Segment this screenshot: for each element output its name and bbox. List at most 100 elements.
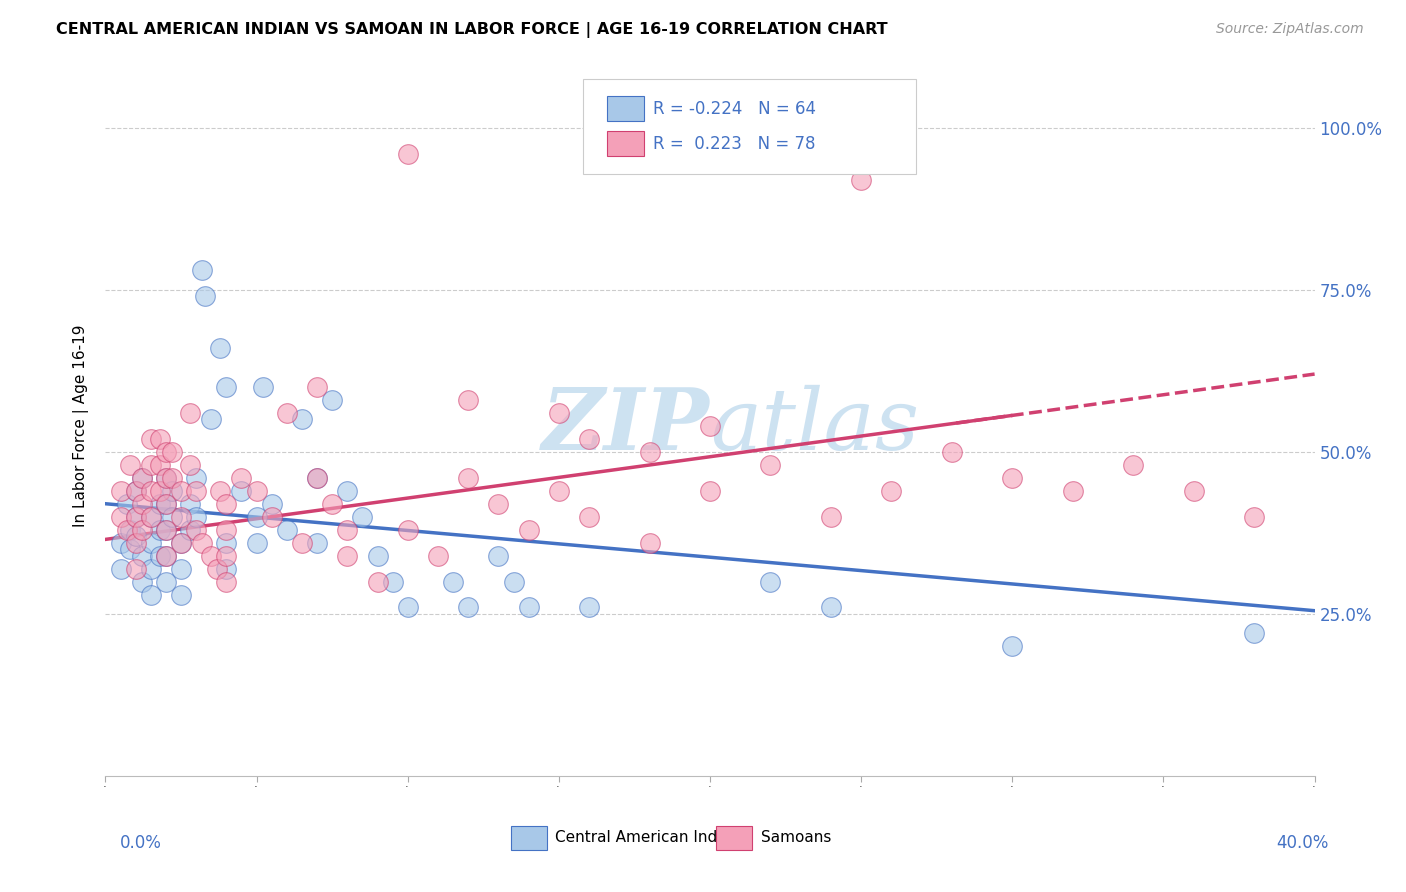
Point — [215, 574, 238, 589]
Point — [215, 497, 238, 511]
Point — [321, 497, 343, 511]
Point — [160, 471, 183, 485]
Point — [110, 535, 132, 549]
Point — [352, 509, 374, 524]
Point — [124, 529, 148, 543]
Point — [149, 432, 172, 446]
Point — [179, 406, 201, 420]
Point — [548, 483, 571, 498]
Text: 40.0%: 40.0% — [1277, 834, 1329, 852]
Point — [160, 483, 183, 498]
Point — [170, 509, 193, 524]
Point — [336, 483, 359, 498]
Point — [124, 483, 148, 498]
Text: CENTRAL AMERICAN INDIAN VS SAMOAN IN LABOR FORCE | AGE 16-19 CORRELATION CHART: CENTRAL AMERICAN INDIAN VS SAMOAN IN LAB… — [56, 22, 887, 38]
Point — [139, 509, 162, 524]
Point — [215, 561, 238, 575]
Point — [149, 497, 172, 511]
Text: 0.0%: 0.0% — [120, 834, 162, 852]
Point — [1122, 458, 1144, 472]
Point — [276, 406, 298, 420]
Point — [336, 523, 359, 537]
Point — [307, 471, 329, 485]
Point — [155, 471, 177, 485]
Point — [149, 549, 172, 563]
Point — [186, 523, 208, 537]
Point — [170, 561, 193, 575]
Point — [1062, 483, 1084, 498]
Point — [115, 497, 138, 511]
Point — [291, 535, 314, 549]
Point — [155, 574, 177, 589]
Point — [131, 471, 153, 485]
Point — [179, 497, 201, 511]
Point — [638, 445, 661, 459]
Point — [396, 523, 419, 537]
Point — [246, 509, 269, 524]
Text: atlas: atlas — [710, 384, 920, 467]
Point — [194, 289, 217, 303]
Point — [517, 523, 540, 537]
Point — [336, 549, 359, 563]
Point — [457, 471, 479, 485]
Point — [759, 458, 782, 472]
Point — [139, 509, 162, 524]
Point — [115, 523, 138, 537]
Point — [307, 380, 329, 394]
Point — [170, 535, 193, 549]
Point — [638, 535, 661, 549]
Point — [124, 483, 148, 498]
Point — [155, 471, 177, 485]
Point — [118, 458, 141, 472]
Point — [110, 561, 132, 575]
Point — [321, 392, 343, 407]
Point — [578, 509, 600, 524]
Point — [191, 263, 214, 277]
Point — [457, 600, 479, 615]
FancyBboxPatch shape — [607, 131, 644, 156]
Point — [155, 497, 177, 511]
Point — [155, 523, 177, 537]
Text: Source: ZipAtlas.com: Source: ZipAtlas.com — [1216, 22, 1364, 37]
Point — [200, 549, 222, 563]
Point — [215, 380, 238, 394]
Point — [231, 471, 253, 485]
Point — [291, 412, 314, 426]
Point — [139, 535, 162, 549]
Point — [207, 561, 229, 575]
Point — [849, 172, 872, 186]
Point — [131, 574, 153, 589]
Point — [396, 600, 419, 615]
Point — [1001, 471, 1024, 485]
Point — [131, 471, 153, 485]
Point — [880, 483, 903, 498]
Point — [427, 549, 450, 563]
Point — [186, 509, 208, 524]
Point — [366, 574, 388, 589]
Point — [131, 549, 153, 563]
Point — [820, 509, 842, 524]
Point — [941, 445, 963, 459]
Point — [209, 341, 232, 355]
Point — [1182, 483, 1205, 498]
Text: ZIP: ZIP — [543, 384, 710, 467]
FancyBboxPatch shape — [716, 826, 752, 849]
Point — [578, 432, 600, 446]
Point — [231, 483, 253, 498]
Point — [170, 535, 193, 549]
Point — [699, 418, 721, 433]
Point — [149, 483, 172, 498]
Point — [396, 146, 419, 161]
Point — [124, 509, 148, 524]
Point — [260, 497, 283, 511]
Point — [160, 509, 183, 524]
Point — [548, 406, 571, 420]
Text: R =  0.223   N = 78: R = 0.223 N = 78 — [654, 135, 815, 153]
Point — [488, 549, 510, 563]
Point — [215, 549, 238, 563]
Point — [1243, 509, 1265, 524]
Point — [155, 497, 177, 511]
Point — [381, 574, 404, 589]
Point — [139, 432, 162, 446]
Point — [1001, 640, 1024, 654]
